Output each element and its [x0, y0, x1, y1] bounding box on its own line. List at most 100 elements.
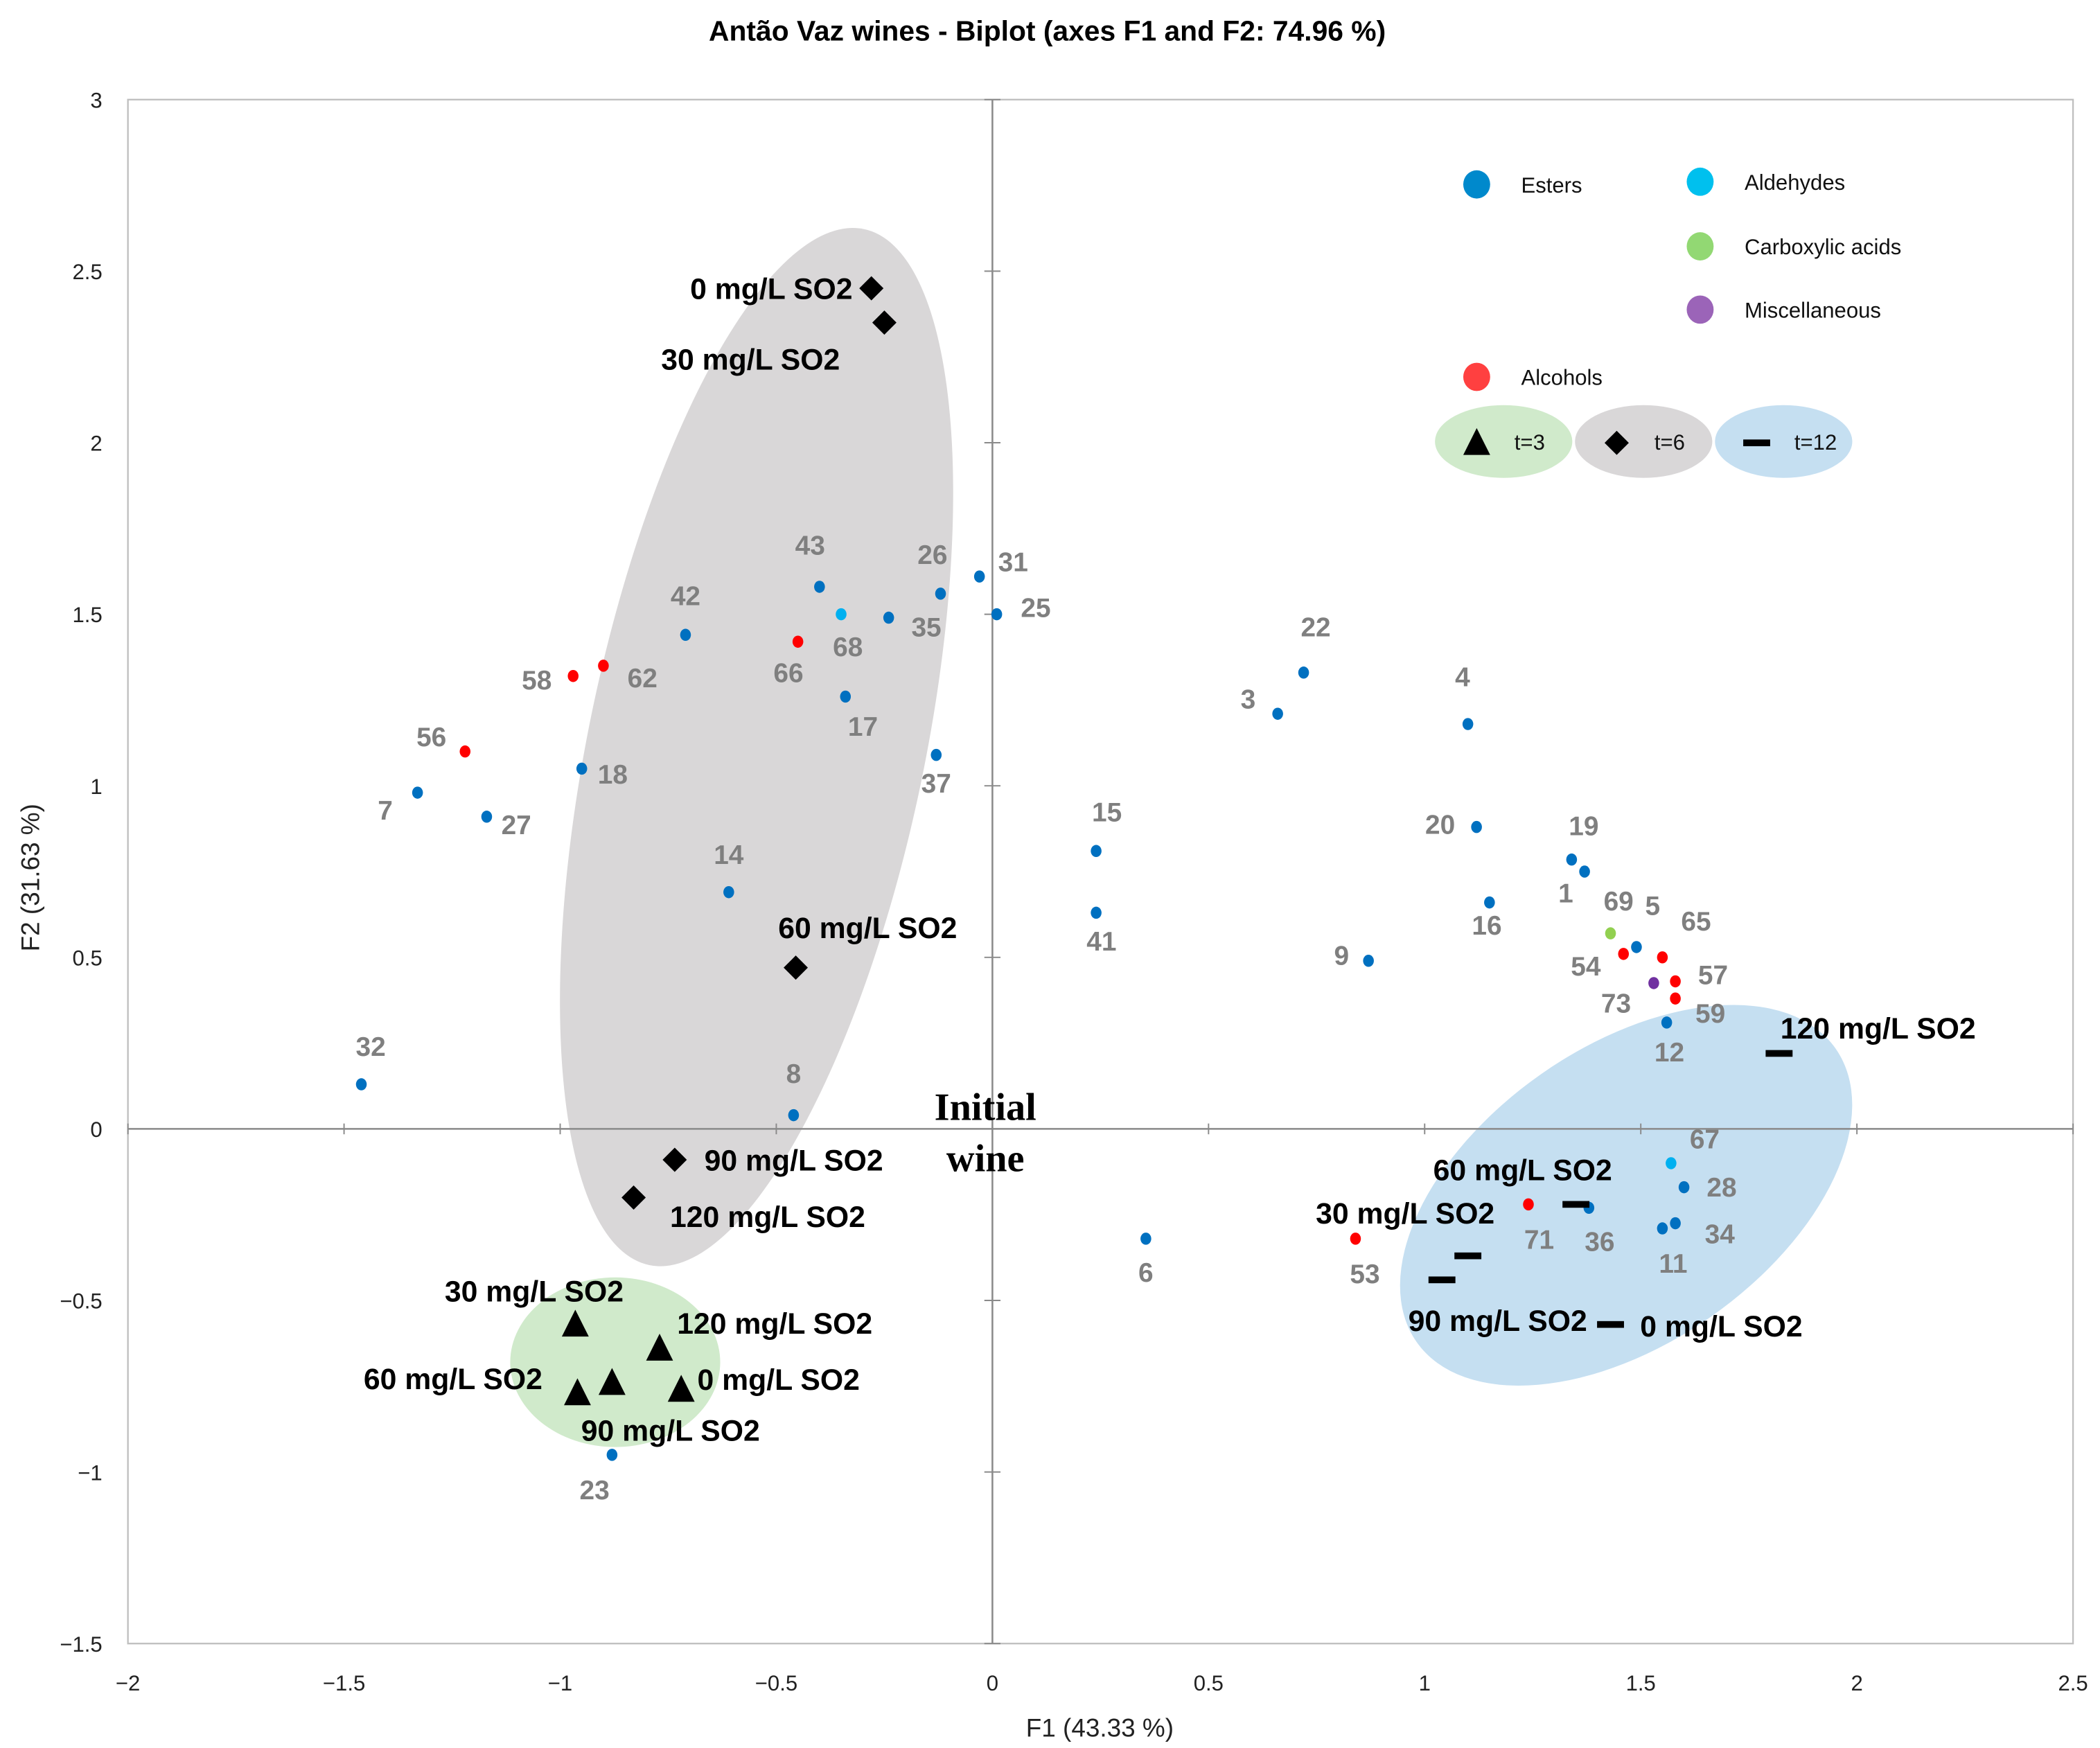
variable-point-53: 53 [1350, 1233, 1380, 1289]
group-ellipses [510, 227, 1853, 1447]
legend-group-ellipse [1435, 405, 1573, 478]
sample-t=6-4: 120 mg/L SO2 [621, 1185, 865, 1234]
y-tick-label: 3 [90, 88, 102, 112]
variable-point-11: 11 [1657, 1222, 1687, 1279]
sample-label: 90 mg/L SO2 [581, 1414, 760, 1447]
point-label: 68 [833, 633, 863, 662]
point-marker [1091, 906, 1102, 919]
variable-point-34: 34 [1670, 1217, 1735, 1250]
point-label: 58 [522, 666, 552, 696]
x-axis-label: F1 (43.33 %) [1026, 1713, 1174, 1742]
sample-t=6-2: 60 mg/L SO2 [778, 912, 957, 980]
sample-t=3-8: 90 mg/L SO2 [581, 1368, 760, 1447]
point-label: 43 [795, 531, 825, 560]
annotation-line-1: Initial [935, 1086, 1036, 1129]
point-marker [1678, 1181, 1690, 1194]
dash-marker [1454, 1252, 1482, 1260]
variable-point-56: 56 [416, 723, 471, 758]
point-marker [836, 608, 847, 621]
x-tick-label: −1.5 [323, 1671, 365, 1695]
variable-point-23: 23 [580, 1449, 618, 1506]
point-marker [576, 762, 588, 775]
point-label: 6 [1138, 1258, 1154, 1288]
variable-point-6: 6 [1138, 1233, 1154, 1288]
variable-point-43: 43 [795, 531, 825, 593]
point-marker [1657, 1222, 1668, 1235]
sample-t=3-9: 0 mg/L SO2 [667, 1363, 860, 1402]
legend-group-ellipse [1575, 405, 1713, 478]
legend-item-esters: Esters [1463, 170, 1582, 199]
sample-t=6-0: 0 mg/L SO2 [690, 273, 884, 306]
diamond-marker [872, 310, 897, 335]
variable-point-54: 54 [1571, 948, 1630, 982]
point-label: 1 [1558, 879, 1573, 909]
legend-dot-icon [1463, 362, 1490, 391]
triangle-marker [646, 1333, 673, 1361]
legend-label: Carboxylic acids [1745, 235, 1901, 259]
point-marker [1670, 975, 1681, 988]
sample-t=6-1: 30 mg/L SO2 [661, 310, 897, 377]
sample-label: 60 mg/L SO2 [1433, 1154, 1612, 1187]
point-marker [1462, 718, 1474, 730]
point-label: 57 [1698, 960, 1728, 990]
variable-point-26: 26 [917, 540, 947, 600]
legend-dot-icon [1686, 295, 1714, 324]
point-label: 11 [1659, 1249, 1687, 1279]
ellipse-t12 [1400, 1005, 1853, 1386]
point-label: 67 [1690, 1125, 1720, 1155]
sample-label: 120 mg/L SO2 [677, 1307, 872, 1341]
point-label: 37 [921, 769, 951, 799]
dash-marker [1765, 1050, 1793, 1057]
legend-label: Miscellaneous [1745, 299, 1881, 323]
point-label: 42 [671, 582, 700, 612]
point-marker [1670, 1217, 1681, 1230]
variable-point-65: 65 [1657, 907, 1711, 964]
sample-label: 0 mg/L SO2 [698, 1363, 860, 1397]
dash-marker [1743, 439, 1770, 447]
point-marker [567, 669, 579, 682]
point-label: 34 [1705, 1220, 1736, 1250]
variable-point-14: 14 [714, 840, 744, 899]
triangle-marker [1463, 427, 1490, 455]
sample-label: 60 mg/L SO2 [778, 912, 957, 945]
sample-label: 30 mg/L SO2 [445, 1275, 624, 1309]
variable-point-42: 42 [671, 582, 700, 642]
point-label: 32 [356, 1032, 386, 1062]
dash-marker [1428, 1276, 1456, 1284]
point-marker [606, 1449, 618, 1461]
diamond-marker [662, 1147, 687, 1172]
point-marker [1484, 896, 1495, 909]
y-tick-label: 1 [90, 775, 102, 799]
point-marker [1272, 707, 1283, 720]
y-tick-label: −1 [78, 1460, 102, 1485]
variable-point-22: 22 [1298, 612, 1331, 679]
point-label: 22 [1300, 612, 1330, 642]
y-tick-label: 2 [90, 432, 102, 456]
ellipse-t6 [560, 227, 953, 1266]
legend-group-t=6: t=6 [1575, 405, 1713, 478]
legend-dot-icon [1463, 170, 1490, 199]
sample-label: 120 mg/L SO2 [1781, 1012, 1976, 1045]
sample-t=12-12: 30 mg/L SO2 [1316, 1197, 1494, 1260]
point-marker [1666, 1157, 1677, 1169]
variable-point-71: 71 [1523, 1198, 1554, 1255]
point-label: 14 [714, 840, 744, 870]
sample-t=12-14: 0 mg/L SO2 [1597, 1310, 1803, 1343]
point-label: 25 [1021, 593, 1050, 623]
x-tick-label: 0 [987, 1671, 998, 1695]
sample-t=12-13: 90 mg/L SO2 [1409, 1276, 1587, 1338]
variable-point-67: 67 [1666, 1125, 1720, 1169]
point-marker [723, 885, 734, 899]
variable-point-16: 16 [1472, 896, 1502, 941]
point-label: 4 [1455, 663, 1470, 693]
point-label: 17 [848, 712, 878, 742]
point-marker [1298, 666, 1309, 679]
point-label: 31 [998, 547, 1028, 577]
point-marker [840, 690, 852, 703]
variable-point-68: 68 [833, 608, 863, 662]
legend-group-t=3: t=3 [1435, 405, 1573, 478]
point-marker [930, 748, 942, 761]
legend-label: Alcohols [1521, 366, 1603, 390]
